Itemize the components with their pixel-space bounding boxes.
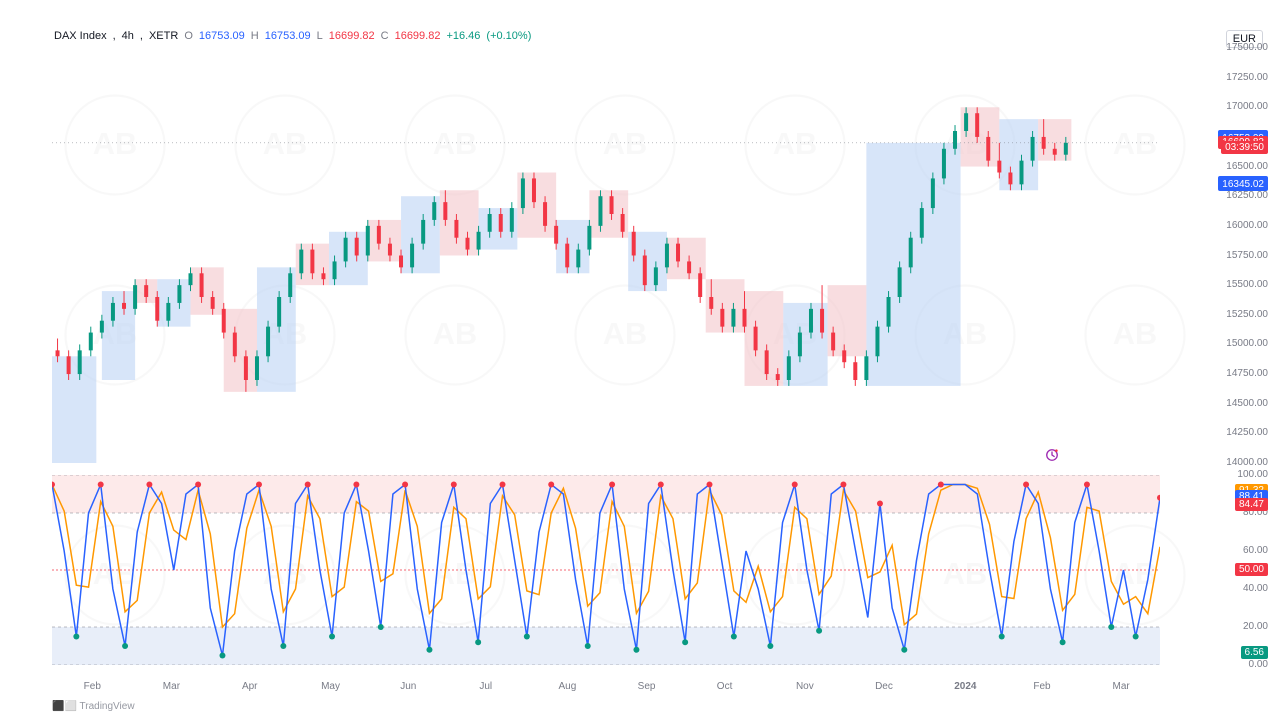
price-tick: 17500.00 xyxy=(1208,42,1268,53)
oscillator-axis[interactable]: 100.0080.0060.0050.0040.0020.000.0091.32… xyxy=(1208,475,1268,665)
osc-label: 84.47 xyxy=(1235,498,1268,511)
ohlc-h-label: H xyxy=(251,30,259,42)
osc-tick: 100.00 xyxy=(1208,469,1268,480)
time-tick: Oct xyxy=(717,681,733,692)
oscillator-chart[interactable] xyxy=(52,475,1160,665)
time-tick: Nov xyxy=(796,681,814,692)
time-tick: Dec xyxy=(875,681,893,692)
osc-label: 6.56 xyxy=(1241,646,1268,659)
osc-tick: 60.00 xyxy=(1208,545,1268,556)
exchange: XETR xyxy=(149,30,178,42)
price-tick: 15500.00 xyxy=(1208,279,1268,290)
time-tick: May xyxy=(321,681,340,692)
time-tick: Feb xyxy=(84,681,101,692)
ohlc-c-value: 16699.82 xyxy=(395,30,441,42)
ohlc-o-label: O xyxy=(184,30,193,42)
price-tick: 15250.00 xyxy=(1208,309,1268,320)
ohlc-o-value: 16753.09 xyxy=(199,30,245,42)
branding-logo[interactable]: ⬛⬜ TradingView xyxy=(52,701,135,712)
price-tick: 14250.00 xyxy=(1208,427,1268,438)
time-tick: Apr xyxy=(242,681,258,692)
chart-header: DAX Index , 4h , XETR O16753.09 H16753.0… xyxy=(54,30,531,42)
price-label: 16345.02 xyxy=(1218,178,1268,191)
time-tick: 2024 xyxy=(954,681,976,692)
change-pct: (+0.10%) xyxy=(486,30,531,42)
time-tick: Mar xyxy=(163,681,180,692)
price-tick: 16250.00 xyxy=(1208,190,1268,201)
time-tick: Jul xyxy=(479,681,492,692)
price-chart[interactable] xyxy=(52,48,1160,463)
timeframe[interactable]: 4h xyxy=(122,30,134,42)
osc-tick: 0.00 xyxy=(1208,659,1268,670)
price-tick: 14000.00 xyxy=(1208,457,1268,468)
price-tick: 16000.00 xyxy=(1208,220,1268,231)
ohlc-h-value: 16753.09 xyxy=(265,30,311,42)
time-tick: Jun xyxy=(400,681,416,692)
symbol[interactable]: DAX Index xyxy=(54,30,107,42)
price-tick: 15750.00 xyxy=(1208,250,1268,261)
replay-icon[interactable] xyxy=(1045,448,1059,462)
price-tick: 16500.00 xyxy=(1208,161,1268,172)
osc-label: 50.00 xyxy=(1235,563,1268,576)
time-tick: Aug xyxy=(559,681,577,692)
change-value: +16.46 xyxy=(446,30,480,42)
time-axis[interactable]: Feb Mar Apr May Jun Jul Aug Sep Oct Nov Dec 2024 Feb… xyxy=(52,676,1160,692)
price-tick: 14750.00 xyxy=(1208,368,1268,379)
ohlc-c-label: C xyxy=(381,30,389,42)
time-tick: Mar xyxy=(1113,681,1130,692)
price-axis[interactable]: 17500.0017250.0017000.0016750.0016500.00… xyxy=(1208,48,1268,463)
price-tick: 15000.00 xyxy=(1208,338,1268,349)
time-tick: Feb xyxy=(1033,681,1050,692)
price-tick: 17250.00 xyxy=(1208,72,1268,83)
osc-tick: 40.00 xyxy=(1208,583,1268,594)
ohlc-l-value: 16699.82 xyxy=(329,30,375,42)
price-label: 03:39:50 xyxy=(1221,141,1268,154)
price-tick: 14500.00 xyxy=(1208,398,1268,409)
osc-tick: 20.00 xyxy=(1208,621,1268,632)
time-tick: Sep xyxy=(638,681,656,692)
price-tick: 17000.00 xyxy=(1208,101,1268,112)
ohlc-l-label: L xyxy=(317,30,323,42)
